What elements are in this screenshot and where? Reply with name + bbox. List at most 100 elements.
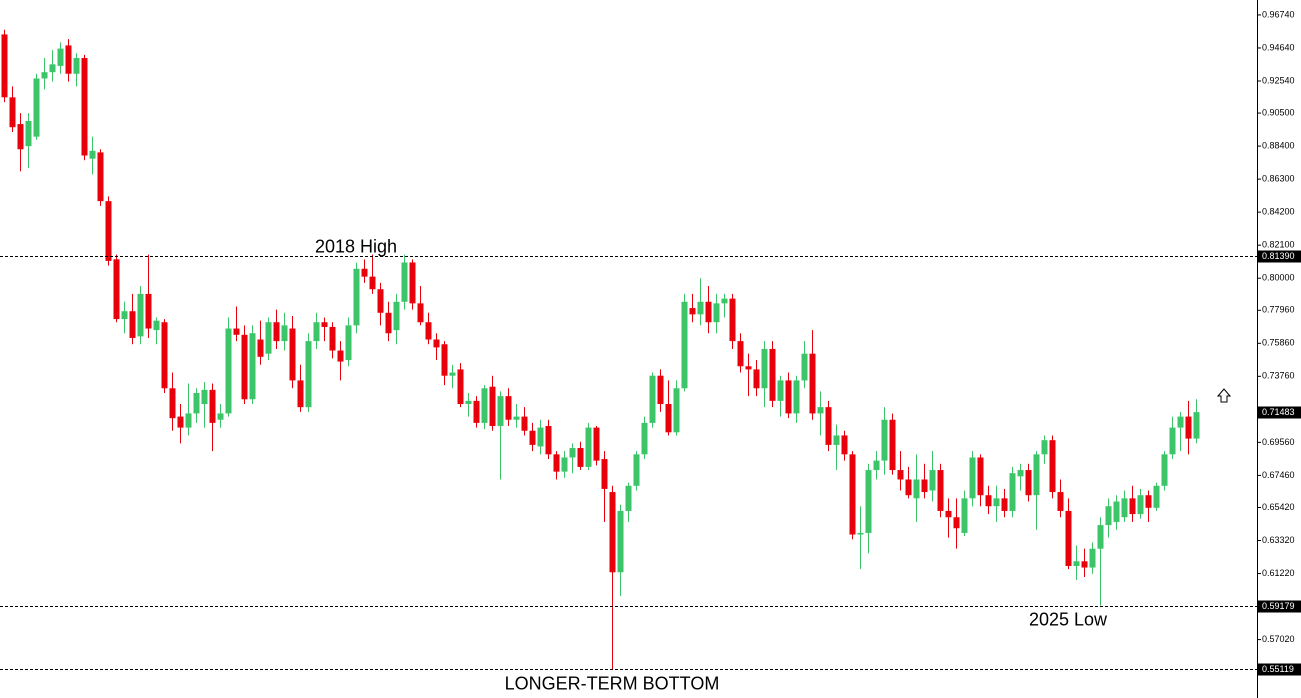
candle-body <box>57 48 64 66</box>
candle-body <box>585 427 592 467</box>
candle-body <box>33 78 40 137</box>
candle-body <box>497 396 504 427</box>
candle-body <box>481 388 488 423</box>
price-tag-label: 0.81390 <box>1262 251 1295 261</box>
candle-body <box>217 413 224 420</box>
candle-body <box>337 350 344 362</box>
y-tick-label: 0.67460 <box>1262 470 1295 480</box>
candle-body <box>313 322 320 342</box>
candle-body <box>961 498 968 533</box>
candle-body <box>545 426 552 455</box>
candle-body <box>945 510 952 518</box>
candle-body <box>393 301 400 331</box>
y-tick-label: 0.84200 <box>1262 207 1295 217</box>
y-tick-label: 0.82100 <box>1262 240 1295 250</box>
candle-body <box>433 339 440 348</box>
candle-body <box>1057 492 1064 511</box>
y-tick-label: 0.96740 <box>1262 9 1295 19</box>
candle-body <box>1097 525 1104 549</box>
up-arrow-icon[interactable] <box>1216 388 1232 403</box>
y-tick-label: 0.77960 <box>1262 305 1295 315</box>
candle-body <box>49 64 56 73</box>
candle-body <box>777 380 784 401</box>
candle-body <box>505 396 512 420</box>
candle-body <box>465 400 472 405</box>
y-tick-label: 0.73760 <box>1262 371 1295 381</box>
candle-body <box>705 301 712 323</box>
candle-body <box>385 312 392 334</box>
price-tag <box>1258 250 1301 263</box>
candle-body <box>641 422 648 455</box>
candle-body <box>953 517 960 529</box>
candle-body <box>97 152 104 202</box>
candle-body <box>369 276 376 290</box>
candle-body <box>105 201 112 261</box>
candle-body <box>569 448 576 458</box>
candle-body <box>137 293 144 337</box>
candle-body <box>1145 495 1152 508</box>
candle-body <box>289 328 296 381</box>
candle-body <box>1041 440 1048 455</box>
candle-body <box>1129 498 1136 515</box>
candle-body <box>977 457 984 496</box>
candle-body <box>9 97 16 128</box>
candle-body <box>681 301 688 389</box>
candle-body <box>377 289 384 313</box>
candle-body <box>145 293 152 329</box>
candle-body <box>1177 416 1184 428</box>
candle-body <box>281 325 288 342</box>
price-tag <box>1258 600 1301 613</box>
candle-body <box>225 328 232 414</box>
candle-body <box>161 322 168 389</box>
candle-body <box>833 435 840 445</box>
candle-body <box>905 479 912 496</box>
candle-body <box>329 326 336 351</box>
annotation: LONGER-TERM BOTTOM <box>505 673 720 693</box>
candle-body <box>417 303 424 323</box>
candle-body <box>897 470 904 480</box>
candle-body <box>1121 498 1128 518</box>
candle-body <box>841 435 848 455</box>
candle-body <box>185 413 192 428</box>
candle-body <box>1105 506 1112 526</box>
candle-body <box>745 366 752 370</box>
candle-body <box>857 532 864 535</box>
candle-body <box>537 427 544 447</box>
y-tick-label: 0.92540 <box>1262 75 1295 85</box>
candle-body <box>713 303 720 323</box>
candle-body <box>1161 454 1168 486</box>
y-tick-label: 0.63320 <box>1262 535 1295 545</box>
candle-body <box>1 34 8 98</box>
candle-body <box>273 322 280 342</box>
candle-body <box>801 353 808 381</box>
candle-body <box>993 498 1000 507</box>
y-tick-label: 0.61220 <box>1262 568 1295 578</box>
candle-body <box>593 427 600 461</box>
candle-body <box>785 380 792 414</box>
candle-body <box>617 510 624 573</box>
candle-body <box>233 328 240 335</box>
candle-body <box>985 495 992 507</box>
candle-body <box>665 404 672 433</box>
candle-body <box>737 341 744 367</box>
candle-body <box>209 389 216 423</box>
candle-body <box>937 470 944 511</box>
candle-body <box>1065 510 1072 566</box>
y-tick-label: 0.75860 <box>1262 338 1295 348</box>
candle-body <box>969 457 976 499</box>
price-tag-label: 0.55119 <box>1262 664 1294 674</box>
candle-body <box>889 419 896 471</box>
candle-body <box>873 460 880 471</box>
candle-body <box>1137 495 1144 515</box>
y-tick-label: 0.65420 <box>1262 502 1295 512</box>
candle-body <box>913 479 920 499</box>
candle-body <box>825 407 832 445</box>
candle-body <box>345 325 352 360</box>
candle-body <box>769 348 776 401</box>
candle-body <box>817 407 824 414</box>
candle-body <box>489 386 496 427</box>
candle-body <box>177 416 184 428</box>
candle-body <box>81 58 88 156</box>
y-tick-label: 0.88400 <box>1262 140 1295 150</box>
candle-body <box>513 416 520 420</box>
